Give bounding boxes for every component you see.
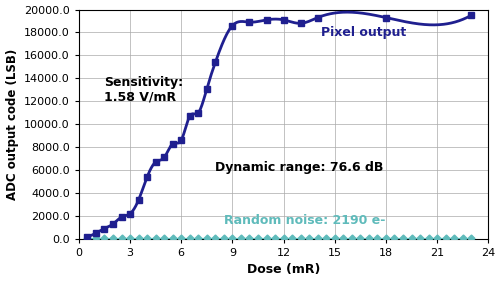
Text: Sensitivity:
1.58 V/mR: Sensitivity: 1.58 V/mR — [105, 76, 183, 104]
Text: Pixel output: Pixel output — [321, 26, 406, 39]
X-axis label: Dose (mR): Dose (mR) — [247, 263, 320, 276]
Text: Random noise: 2190 e-: Random noise: 2190 e- — [224, 214, 385, 227]
Text: Dynamic range: 76.6 dB: Dynamic range: 76.6 dB — [215, 161, 384, 174]
Y-axis label: ADC output code (LSB): ADC output code (LSB) — [6, 49, 19, 200]
